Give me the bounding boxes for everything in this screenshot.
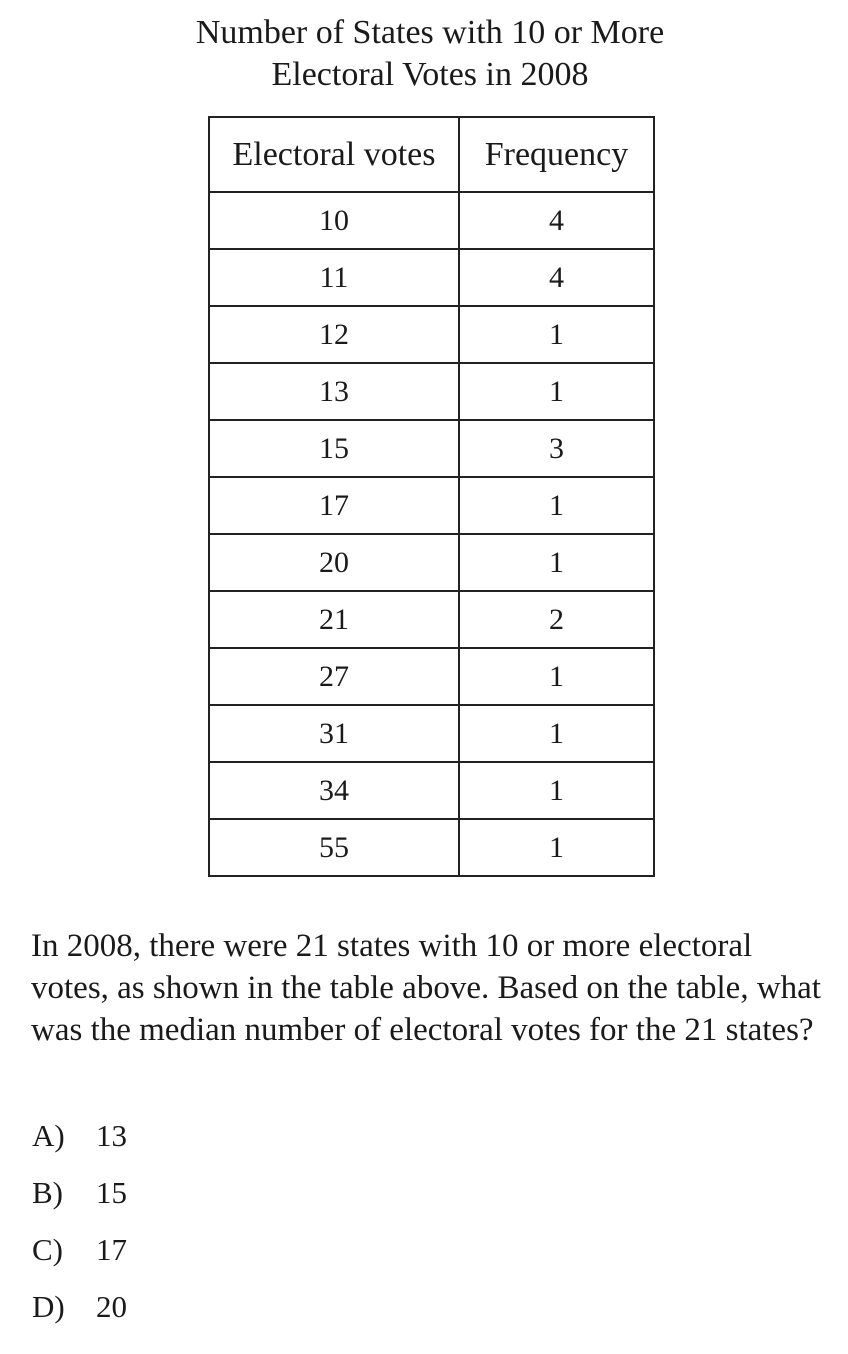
choice-letter: A) [32, 1118, 65, 1153]
answer-choice-b[interactable]: B) 15 [32, 1175, 127, 1232]
table-row: 20 1 [208, 533, 655, 592]
table-header-row: Electoral votes Frequency [208, 116, 655, 193]
table-row: 11 4 [208, 248, 655, 307]
electoral-votes-cell: 11 [208, 248, 460, 307]
electoral-votes-cell: 13 [208, 362, 460, 421]
answer-choice-d[interactable]: D) 20 [32, 1289, 127, 1346]
frequency-cell: 1 [458, 305, 655, 364]
frequency-cell: 4 [458, 191, 655, 250]
table-row: 27 1 [208, 647, 655, 706]
frequency-cell: 1 [458, 704, 655, 763]
answer-choice-c[interactable]: C) 17 [32, 1232, 127, 1289]
table-title-line-1: Number of States with 10 or More [195, 14, 665, 51]
frequency-cell: 1 [458, 761, 655, 820]
electoral-votes-cell: 15 [208, 419, 460, 478]
choice-letter: D) [32, 1289, 65, 1324]
table-row: 17 1 [208, 476, 655, 535]
table-title-line-2: Electoral Votes in 2008 [271, 56, 589, 93]
electoral-votes-cell: 34 [208, 761, 460, 820]
electoral-votes-cell: 20 [208, 533, 460, 592]
electoral-votes-cell: 17 [208, 476, 460, 535]
column-header-electoral-votes: Electoral votes [208, 116, 460, 193]
electoral-votes-cell: 27 [208, 647, 460, 706]
table-row: 13 1 [208, 362, 655, 421]
electoral-votes-cell: 55 [208, 818, 460, 877]
table-body: 10 4 11 4 12 1 13 1 15 3 17 1 20 1 21 2 27 1 31 1 34 1 55 1 [208, 191, 655, 877]
answer-choices: A) 13 B) 15 C) 17 D) 20 [32, 1118, 127, 1346]
frequency-table: Electoral votes Frequency 10 4 11 4 12 1 13 1 15… [208, 116, 655, 877]
frequency-cell: 1 [458, 362, 655, 421]
table-row: 21 2 [208, 590, 655, 649]
electoral-votes-cell: 12 [208, 305, 460, 364]
frequency-cell: 4 [458, 248, 655, 307]
answer-choice-a[interactable]: A) 13 [32, 1118, 127, 1175]
choice-value: 13 [96, 1118, 127, 1153]
frequency-cell: 3 [458, 419, 655, 478]
choice-value: 15 [96, 1175, 127, 1210]
question-text: In 2008, there were 21 states with 10 or… [31, 928, 821, 1048]
choice-value: 20 [96, 1289, 127, 1324]
frequency-cell: 1 [458, 476, 655, 535]
table-row: 12 1 [208, 305, 655, 364]
column-header-frequency: Frequency [458, 116, 655, 193]
table-row: 55 1 [208, 818, 655, 877]
frequency-cell: 1 [458, 818, 655, 877]
choice-value: 17 [96, 1232, 127, 1267]
table-title: Number of States with 10 or More Elector… [0, 12, 848, 96]
electoral-votes-cell: 10 [208, 191, 460, 250]
table-row: 10 4 [208, 191, 655, 250]
electoral-votes-cell: 31 [208, 704, 460, 763]
frequency-cell: 2 [458, 590, 655, 649]
frequency-cell: 1 [458, 533, 655, 592]
electoral-votes-cell: 21 [208, 590, 460, 649]
choice-letter: C) [32, 1232, 63, 1267]
frequency-cell: 1 [458, 647, 655, 706]
table-row: 34 1 [208, 761, 655, 820]
table-row: 31 1 [208, 704, 655, 763]
choice-letter: B) [32, 1175, 63, 1210]
table-row: 15 3 [208, 419, 655, 478]
